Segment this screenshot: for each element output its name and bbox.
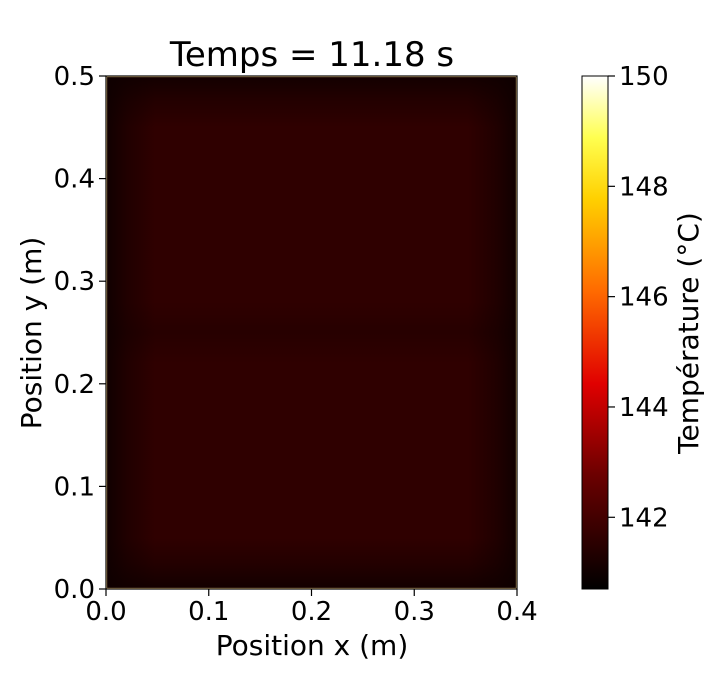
colorbar-tick-label: 146 <box>619 283 669 313</box>
colorbar-tick-label: 150 <box>619 62 669 92</box>
y-axis-label: Position y (m) <box>15 237 48 430</box>
x-tick-label: 0.0 <box>85 597 126 627</box>
y-tick-label: 0.4 <box>54 165 95 195</box>
y-tick-label: 0.3 <box>54 267 95 297</box>
y-axis-ticks: 0.0 0.1 0.2 0.3 0.4 0.5 <box>54 62 106 605</box>
colorbar-gradient <box>582 76 608 589</box>
x-tick-label: 0.4 <box>496 597 537 627</box>
colorbar-tick-label: 144 <box>619 393 669 423</box>
colorbar-ticks: 142 144 146 148 150 <box>608 62 669 533</box>
y-tick-label: 0.0 <box>54 575 95 605</box>
x-tick-label: 0.2 <box>291 597 332 627</box>
y-tick-label: 0.5 <box>54 62 95 92</box>
x-axis-ticks: 0.0 0.1 0.2 0.3 0.4 <box>85 589 538 627</box>
colorbar-tick-label: 148 <box>619 172 669 202</box>
x-tick-label: 0.1 <box>188 597 229 627</box>
colorbar-tick-label: 142 <box>619 503 669 533</box>
heatmap-edge-y <box>106 76 517 589</box>
y-tick-label: 0.2 <box>54 370 95 400</box>
heatmap-field <box>105 75 518 590</box>
y-tick-label: 0.1 <box>54 472 95 502</box>
colorbar: 142 144 146 148 150 Température (°C) <box>581 62 705 590</box>
chart-title: Temps = 11.18 s <box>169 35 454 75</box>
colorbar-label: Température (°C) <box>672 212 705 455</box>
x-tick-label: 0.3 <box>394 597 435 627</box>
colorbar-frame <box>581 75 609 590</box>
x-axis-label: Position x (m) <box>216 629 409 662</box>
